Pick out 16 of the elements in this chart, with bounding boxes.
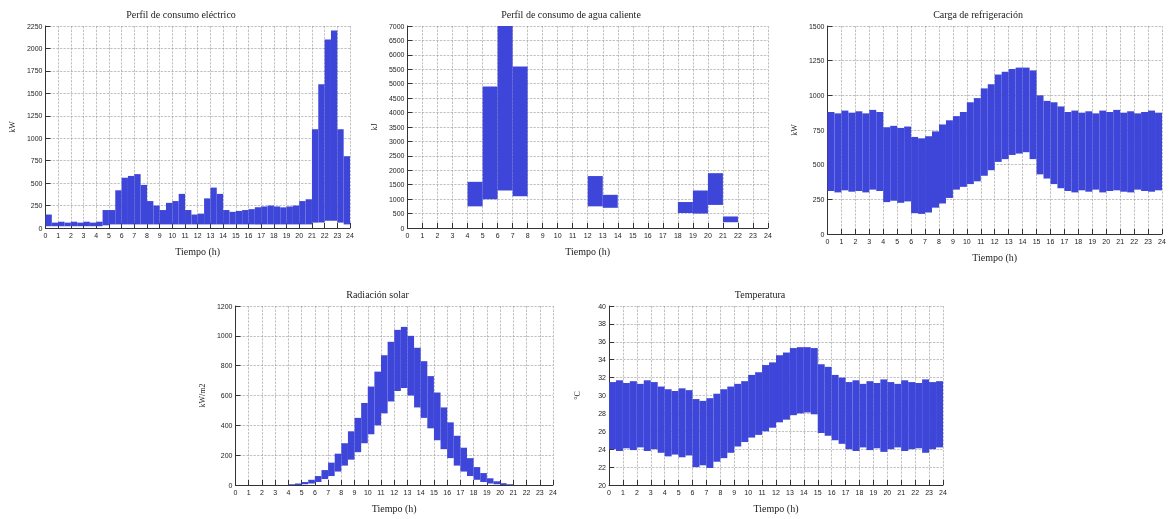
chart-title: Carga de refrigeración <box>933 8 1023 20</box>
y-axis-title: kW/m2 <box>197 383 207 408</box>
x-axis-title: Tiempo (h) <box>753 502 799 515</box>
bar <box>722 216 738 223</box>
x-axis-title: Tiempo (h) <box>972 251 1018 264</box>
y-axis-title: kJ <box>369 123 379 131</box>
x-axis-title: Tiempo (h) <box>565 245 611 258</box>
y-axis-title: °C <box>572 391 582 400</box>
y-axis-title: kW <box>789 123 799 136</box>
chart-title: Perfil de consumo eléctrico <box>126 8 236 20</box>
chart-title: Radiación solar <box>346 288 410 300</box>
chart-title: Temperatura <box>734 288 786 300</box>
x-axis-title: Tiempo (h) <box>371 502 417 515</box>
chart-title: Perfil de consumo de agua caliente <box>501 8 642 20</box>
y-axis-title: kW <box>7 120 17 133</box>
x-axis-title: Tiempo (h) <box>175 245 221 258</box>
